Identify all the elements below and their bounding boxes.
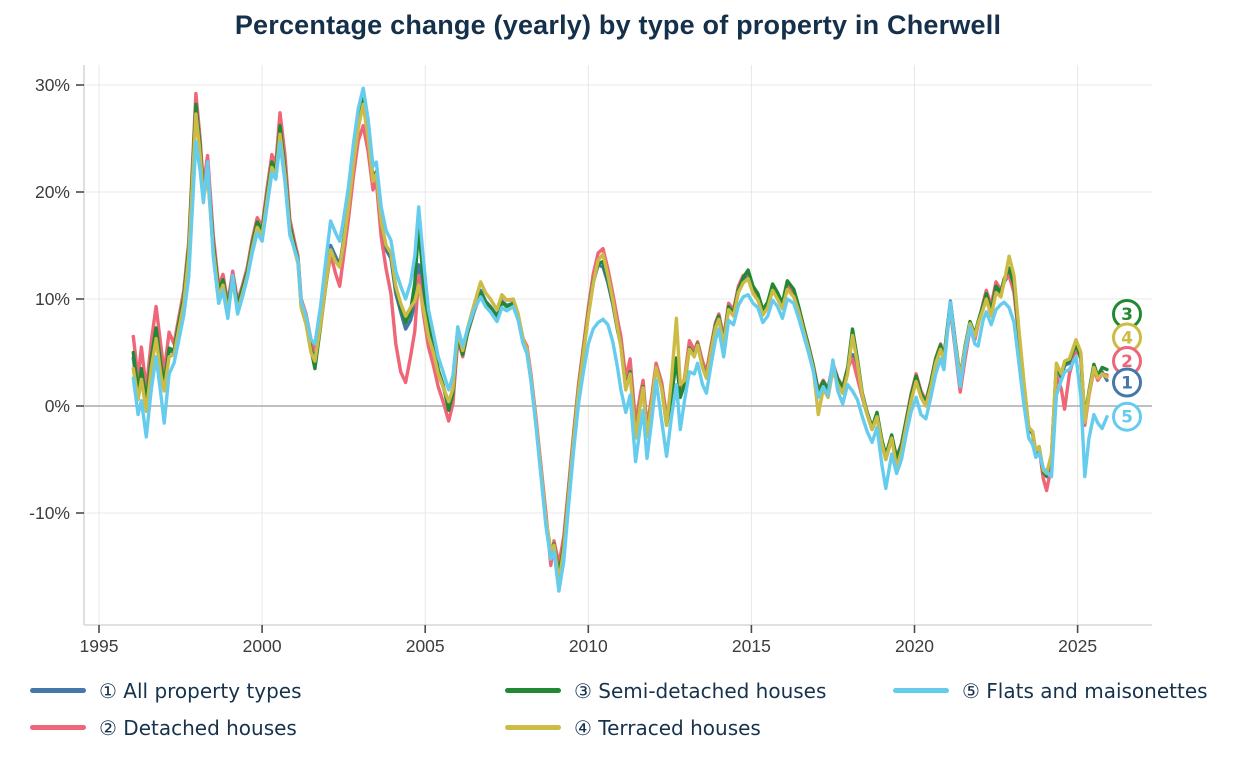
legend-label-detached-houses: ② Detached houses — [99, 715, 297, 740]
legend-label-terraced-houses: ④ Terraced houses — [574, 715, 761, 740]
plot-area: 30% 20% 10% 0% -10% 1995 2000 2005 2010 2015 2020 2… — [29, 65, 1152, 656]
y-tick-label: 10% — [35, 289, 70, 309]
end-label-number-flats-and-maisonettes: 5 — [1121, 408, 1133, 428]
x-tick-label: 1995 — [80, 636, 119, 656]
legend-swatch-detached-houses — [30, 725, 86, 730]
end-label-circle-all-property-types[interactable] — [1112, 367, 1142, 398]
legend-label-all-property-types: ① All property types — [99, 678, 302, 703]
end-label-number-detached-houses: 2 — [1121, 352, 1133, 372]
legend-column-2: ③ Semi-detached houses ④ Terraced houses — [505, 672, 826, 746]
chart-title: Percentage change (yearly) by type of pr… — [234, 10, 1002, 40]
series-line-terraced-houses[interactable] — [131, 102, 1109, 584]
y-tick-label: 20% — [35, 182, 70, 202]
legend-item-all-property-types[interactable]: ① All property types — [30, 672, 302, 709]
x-tick-label: 2010 — [569, 636, 608, 656]
x-tick-label: 2000 — [243, 636, 282, 656]
series-line-detached-houses[interactable] — [131, 91, 1109, 568]
y-tick-label: -10% — [29, 503, 70, 523]
end-label-number-semi-detached-houses: 3 — [1121, 305, 1133, 325]
legend-column-1: ① All property types ② Detached houses — [30, 672, 302, 746]
end-label-number-terraced-houses: 4 — [1121, 329, 1133, 349]
end-label-number-all-property-types: 1 — [1121, 373, 1133, 393]
legend-swatch-flats-and-maisonettes — [893, 688, 949, 693]
y-tick-label: 0% — [45, 396, 70, 416]
legend-label-flats-and-maisonettes: ⑤ Flats and maisonettes — [962, 678, 1208, 703]
legend-column-3: ⑤ Flats and maisonettes — [893, 672, 1208, 709]
legend-item-semi-detached-houses[interactable]: ③ Semi-detached houses — [505, 672, 826, 709]
x-tick-label: 2020 — [895, 636, 934, 656]
legend-swatch-all-property-types — [30, 688, 86, 693]
legend: ① All property types ② Detached houses ③ S… — [0, 672, 1236, 762]
x-tick-label: 2005 — [406, 636, 445, 656]
legend-swatch-terraced-houses — [505, 725, 561, 730]
legend-item-terraced-houses[interactable]: ④ Terraced houses — [505, 709, 826, 746]
y-tick-label: 30% — [35, 75, 70, 95]
series-line-flats-and-maisonettes[interactable] — [131, 86, 1109, 593]
legend-item-flats-and-maisonettes[interactable]: ⑤ Flats and maisonettes — [893, 672, 1208, 709]
legend-item-detached-houses[interactable]: ② Detached houses — [30, 709, 302, 746]
end-label-circle-flats-and-maisonettes[interactable] — [1112, 401, 1142, 432]
legend-label-semi-detached-houses: ③ Semi-detached houses — [574, 678, 827, 703]
legend-swatch-semi-detached-houses — [505, 688, 561, 693]
x-tick-label: 2015 — [732, 636, 771, 656]
x-tick-label: 2025 — [1058, 636, 1097, 656]
